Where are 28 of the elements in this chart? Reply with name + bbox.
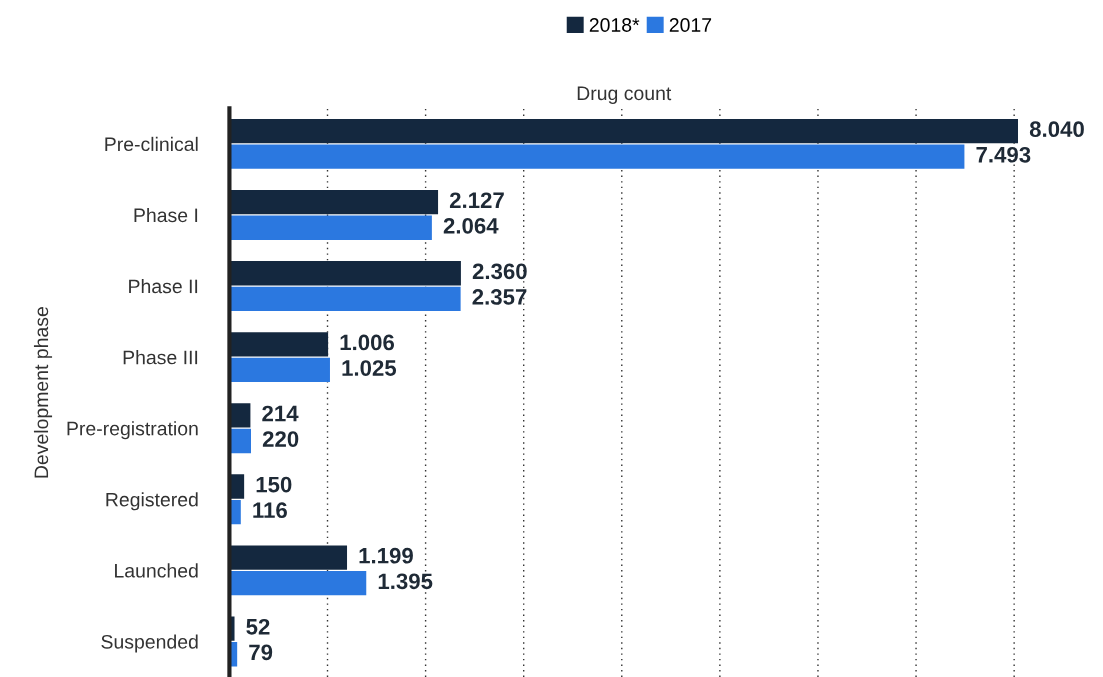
data-label: 150 (256, 476, 292, 493)
y-tick-label: Phase III (123, 350, 198, 365)
data-label: 220 (262, 431, 299, 447)
data-label: 8.040 (1029, 121, 1084, 138)
y-tick-label: Phase II (129, 278, 198, 294)
x-axis-title: Drug count (577, 86, 672, 105)
data-label: 7.493 (976, 146, 1031, 163)
y-tick-label: Suspended (101, 634, 198, 653)
y-tick-label: Launched (115, 563, 198, 578)
legend-label: 2017 (669, 18, 712, 32)
y-tick-label: Phase I (134, 207, 198, 223)
y-tick-label: Registered (106, 492, 198, 511)
data-label: 2.127 (449, 192, 504, 208)
data-label: 1.006 (340, 334, 395, 351)
y-tick-label: Pre-clinical (105, 136, 198, 152)
data-label: 1.395 (378, 573, 433, 590)
data-label: 52 (246, 618, 270, 635)
y-axis-title: Development phase (33, 307, 53, 478)
data-label: 214 (262, 405, 299, 422)
data-label: 1.025 (342, 360, 397, 376)
data-label: 2.064 (443, 217, 499, 234)
data-label: 1.199 (359, 547, 413, 564)
data-label: 2.357 (472, 289, 527, 305)
data-label: 2.360 (472, 263, 527, 280)
data-label: 116 (253, 502, 287, 519)
y-tick-label: Pre-registration (67, 421, 198, 440)
data-label: 79 (249, 644, 273, 661)
legend-label: 2018* (589, 18, 640, 32)
